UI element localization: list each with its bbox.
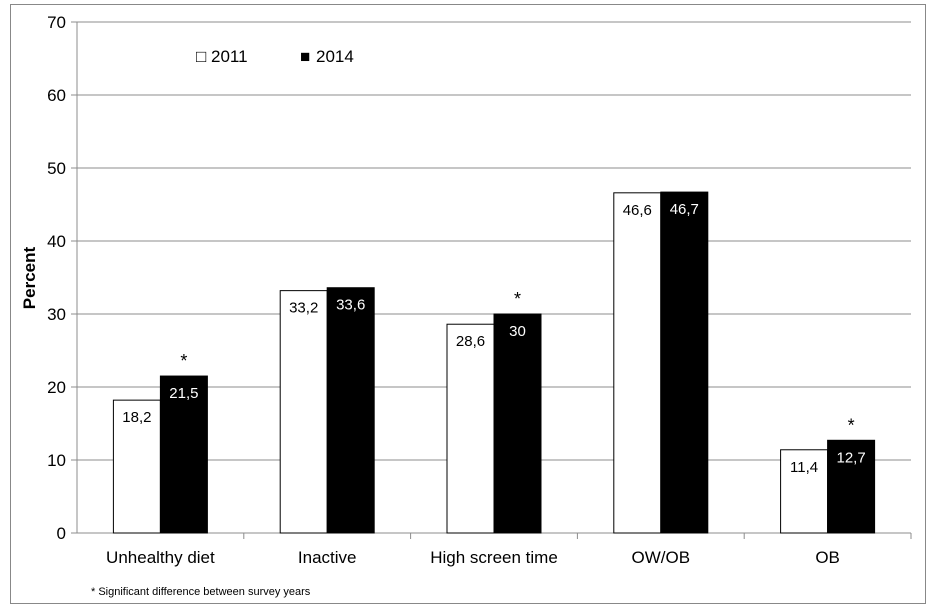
data-label-2014: 12,7 xyxy=(836,449,865,466)
x-category-label: OW/OB xyxy=(632,548,691,567)
y-tick-label: 60 xyxy=(47,86,66,105)
x-category-label: OB xyxy=(815,548,840,567)
data-labels: 18,2 21,5 * 33,2 33,6 28,6 30 * 46,6 46,7 11,4 12,7… xyxy=(122,201,865,476)
data-label-2011: 11,4 xyxy=(790,459,818,476)
data-label-2014: 33,6 xyxy=(336,297,365,314)
bar-2011 xyxy=(446,323,495,534)
data-label-2011: 28,6 xyxy=(456,333,485,350)
x-category-label: High screen time xyxy=(430,548,558,567)
y-tick-label: 50 xyxy=(47,159,66,178)
chart-frame xyxy=(10,4,926,604)
significance-marker: * xyxy=(514,289,521,309)
data-label-2011: 46,6 xyxy=(623,202,652,219)
y-axis-title: Percent xyxy=(20,246,39,309)
y-tick-label: 0 xyxy=(57,524,66,543)
bar-2014 xyxy=(827,439,876,534)
data-label-2014: 30 xyxy=(509,323,526,340)
data-label-2011: 18,2 xyxy=(122,409,151,426)
legend: □ 2011 ■ 2014 xyxy=(196,47,354,66)
bars xyxy=(112,191,876,534)
bar-2014 xyxy=(493,313,542,534)
legend-label-2011: 2011 xyxy=(211,47,248,66)
legend-symbol-2014: ■ xyxy=(300,47,310,66)
legend-label-2014: 2014 xyxy=(316,47,354,66)
bar-2011 xyxy=(279,290,328,534)
bar-2014 xyxy=(159,375,208,534)
legend-symbol-2011: □ xyxy=(196,47,206,66)
bar-2014 xyxy=(660,191,709,534)
significance-marker: * xyxy=(848,415,855,435)
y-axis-ticks: 0 10 20 30 40 50 60 70 xyxy=(47,13,912,543)
bar-2011 xyxy=(613,192,662,534)
y-tick-label: 70 xyxy=(47,13,66,32)
bar-2014 xyxy=(326,287,375,534)
data-label-2014: 46,7 xyxy=(670,201,699,218)
data-label-2011: 33,2 xyxy=(289,300,318,317)
y-tick-label: 40 xyxy=(47,232,66,251)
x-category-label: Inactive xyxy=(298,548,357,567)
footnote: * Significant difference between survey … xyxy=(91,586,311,598)
y-tick-label: 10 xyxy=(47,451,66,470)
y-tick-label: 20 xyxy=(47,378,66,397)
x-axis-categories: Unhealthy diet Inactive High screen time OW… xyxy=(106,548,840,567)
x-category-label: Unhealthy diet xyxy=(106,548,215,567)
y-tick-label: 30 xyxy=(47,305,66,324)
significance-marker: * xyxy=(180,351,187,371)
data-label-2014: 21,5 xyxy=(169,385,198,402)
